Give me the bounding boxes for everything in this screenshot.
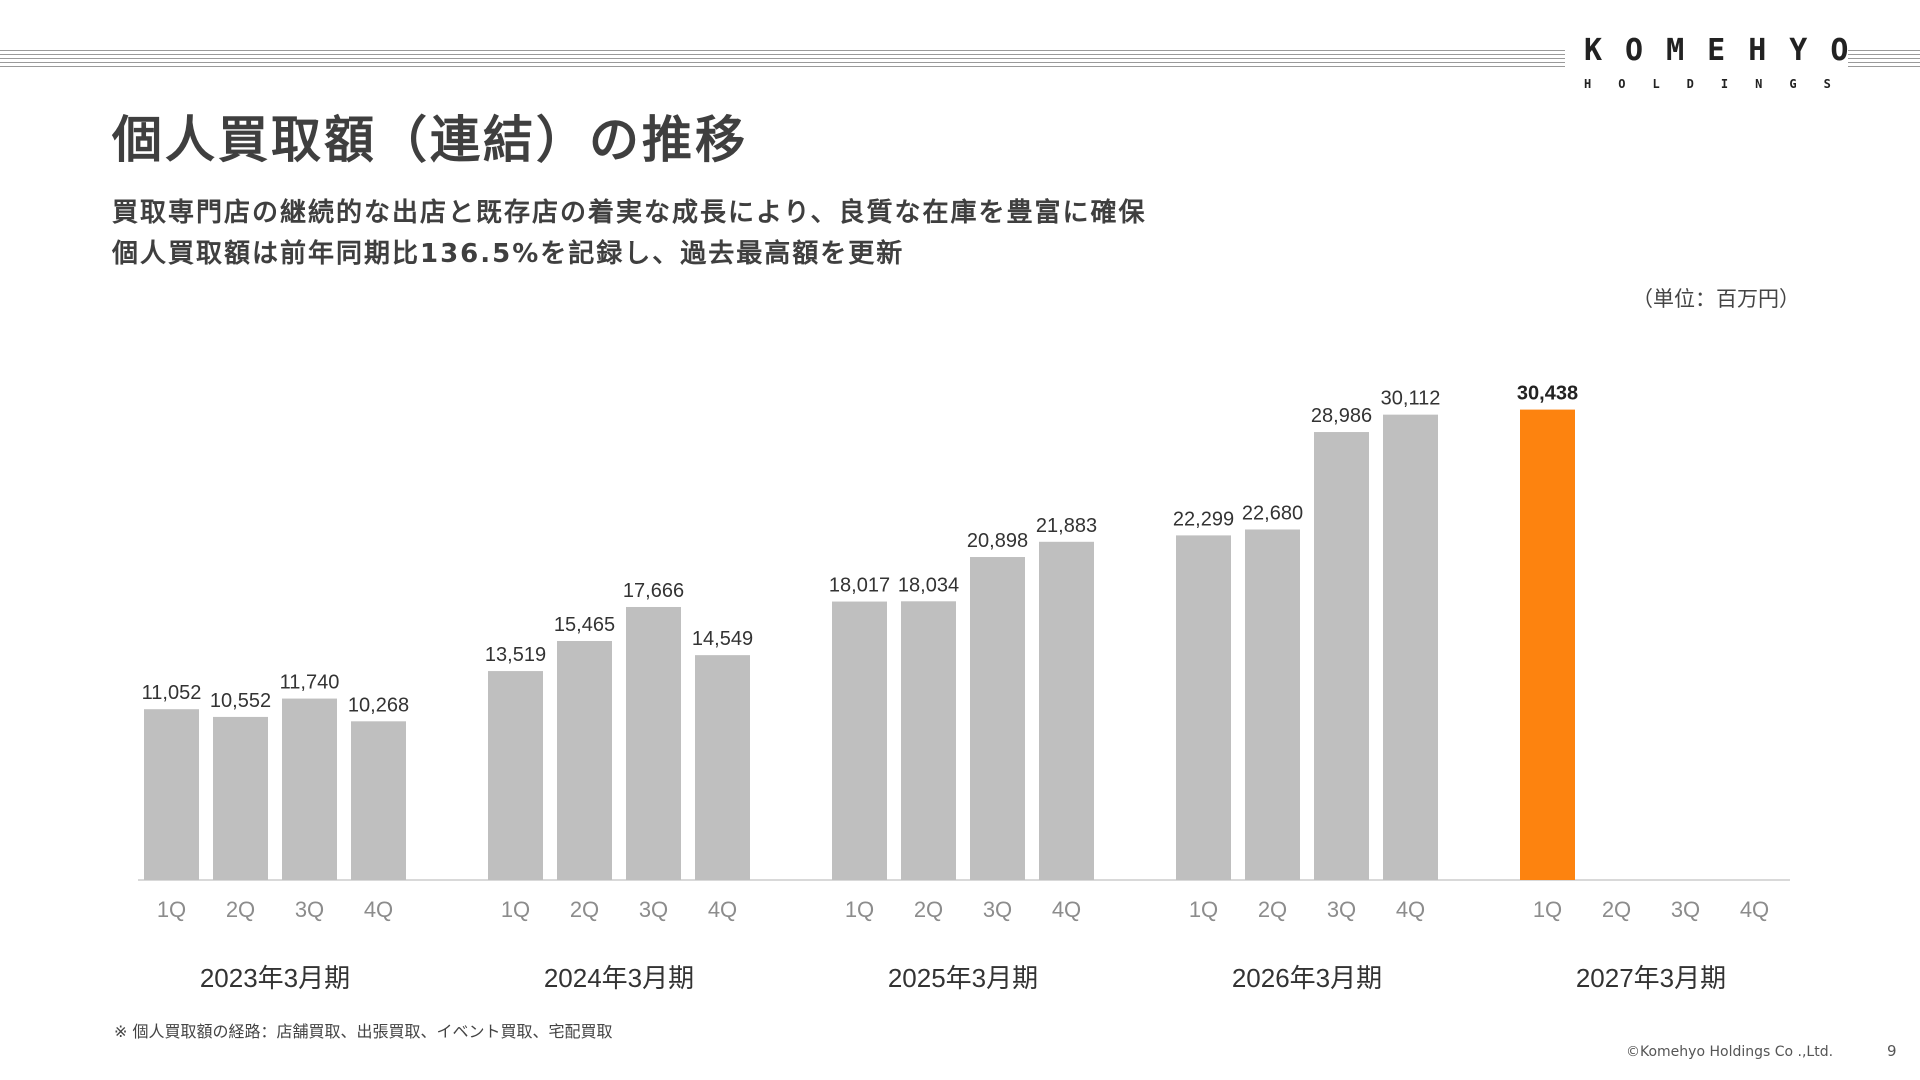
data-label: 11,052 (142, 682, 202, 704)
page-title: 個人買取額（連結）の推移 (112, 111, 748, 169)
subtitle-line-2: 個人買取額は前年同期比136.5%を記録し、過去最高額を更新 (112, 239, 905, 269)
bar-2025年3月期-2Q (901, 601, 956, 880)
data-label: 28,986 (1311, 405, 1372, 427)
x-tick-label: 4Q (1396, 897, 1425, 922)
header-rule-right (1848, 50, 1920, 72)
x-tick-label: 3Q (983, 897, 1012, 922)
bar-2023年3月期-3Q (282, 698, 337, 880)
bar-2024年3月期-3Q (626, 606, 681, 880)
data-label: 14,549 (692, 628, 753, 650)
bar-2026年3月期-1Q (1176, 535, 1231, 880)
x-tick-label: 3Q (1327, 897, 1356, 922)
data-label: 18,017 (829, 575, 890, 597)
data-label: 10,552 (210, 690, 271, 712)
data-label: 11,740 (280, 672, 340, 694)
x-tick-label: 2Q (1258, 897, 1287, 922)
x-tick-label: 2Q (914, 897, 943, 922)
x-tick-label: 2Q (1602, 897, 1631, 922)
data-label: 30,438 (1517, 383, 1578, 405)
data-label: 15,465 (554, 614, 615, 636)
group-label: 2027年3月期 (1576, 963, 1726, 993)
x-tick-label: 4Q (364, 897, 393, 922)
x-tick-label: 3Q (1671, 897, 1700, 922)
bar-2026年3月期-4Q (1383, 414, 1438, 880)
data-label: 13,519 (485, 644, 546, 666)
x-tick-label: 1Q (501, 897, 530, 922)
logo-wordmark: KOMEHYO (1584, 33, 1872, 68)
data-label: 17,666 (623, 580, 684, 602)
data-label: 21,883 (1036, 515, 1097, 537)
data-label: 18,034 (898, 574, 959, 596)
x-tick-label: 3Q (295, 897, 324, 922)
group-label: 2026年3月期 (1232, 963, 1382, 993)
bar-2023年3月期-1Q (144, 709, 199, 880)
data-label: 10,268 (348, 694, 409, 716)
data-label: 22,680 (1242, 502, 1303, 524)
bar-chart: 11,052 1Q 10,552 2Q 11,740 3Q 10,268 4Q 2023年3月期… (138, 383, 1790, 993)
group-label: 2024年3月期 (544, 963, 694, 993)
x-tick-label: 2Q (570, 897, 599, 922)
x-tick-label: 3Q (639, 897, 668, 922)
x-tick-label: 1Q (1189, 897, 1218, 922)
bar-2024年3月期-1Q (488, 671, 543, 880)
subtitle-line-1: 買取専門店の継続的な出店と既存店の着実な成長により、良質な在庫を豊富に確保 (112, 198, 1147, 228)
copyright: ©Komehyo Holdings Co .,Ltd. (1626, 1044, 1834, 1060)
bar-2025年3月期-3Q (970, 557, 1025, 880)
x-tick-label: 1Q (157, 897, 186, 922)
x-tick-label: 4Q (1740, 897, 1769, 922)
bar-2025年3月期-1Q (832, 601, 887, 880)
group-label: 2023年3月期 (200, 963, 350, 993)
bar-2027年3月期-1Q (1520, 409, 1575, 880)
logo-subtext: HOLDINGS (1584, 77, 1858, 91)
bar-2024年3月期-2Q (557, 640, 612, 880)
bar-2026年3月期-3Q (1314, 432, 1369, 880)
data-label: 22,299 (1173, 508, 1234, 530)
bar-2026年3月期-2Q (1245, 529, 1300, 880)
group-label: 2025年3月期 (888, 963, 1038, 993)
x-tick-label: 4Q (708, 897, 737, 922)
company-logo: KOMEHYO HOLDINGS (1584, 33, 1872, 92)
x-tick-label: 1Q (845, 897, 874, 922)
unit-label: （単位：百万円） (1632, 287, 1800, 311)
bar-2023年3月期-4Q (351, 721, 406, 880)
data-label: 30,112 (1381, 388, 1441, 410)
data-label: 20,898 (967, 530, 1028, 552)
header-rule-left (0, 50, 1565, 72)
bar-2023年3月期-2Q (213, 716, 268, 880)
bar-2024年3月期-4Q (695, 655, 750, 880)
x-tick-label: 4Q (1052, 897, 1081, 922)
page-number: 9 (1887, 1042, 1897, 1060)
footnote: ※ 個人買取額の経路：店舗買取、出張買取、イベント買取、宅配買取 (114, 1022, 613, 1041)
x-tick-label: 1Q (1533, 897, 1562, 922)
bar-2025年3月期-4Q (1039, 541, 1094, 880)
x-tick-label: 2Q (226, 897, 255, 922)
